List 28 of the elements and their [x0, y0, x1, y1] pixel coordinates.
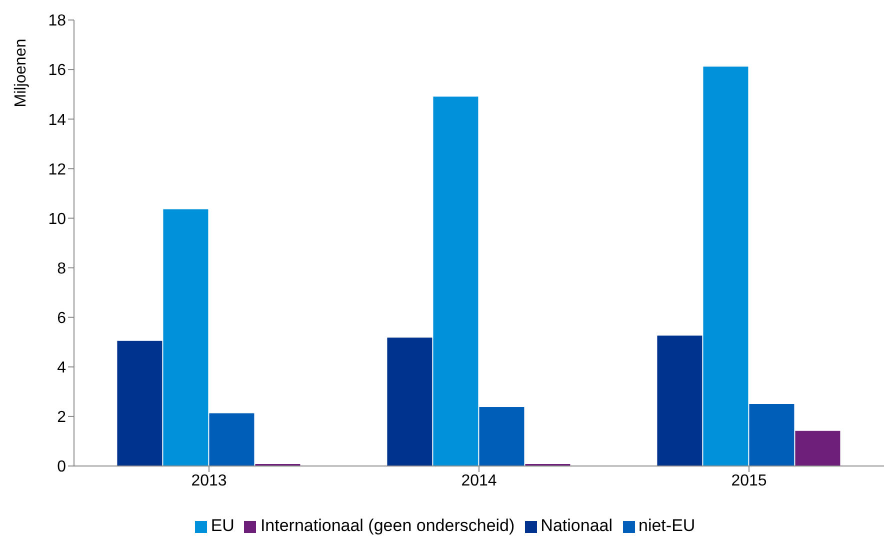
- y-tick-label: 6: [57, 310, 66, 328]
- y-tick-label: 2: [57, 409, 66, 426]
- y-tick-label: 8: [57, 260, 66, 278]
- y-axis-title: Miljoenen: [12, 38, 30, 108]
- y-tick-label: 0: [57, 458, 66, 476]
- y-tick-label: 12: [48, 161, 66, 178]
- bar: [795, 430, 840, 466]
- legend-label: Nationaal: [540, 516, 612, 535]
- x-tick-label: 2015: [731, 472, 767, 490]
- bar: [749, 404, 794, 466]
- bar: [433, 96, 478, 466]
- legend-label: EU: [210, 516, 234, 535]
- legend-label: niet-EU: [638, 516, 696, 535]
- bar: [117, 340, 162, 466]
- x-tick-label: 2014: [461, 472, 497, 490]
- bar: [479, 407, 524, 466]
- bar: [163, 209, 208, 466]
- bar: [387, 338, 432, 466]
- x-tick-label: 2013: [191, 472, 227, 490]
- y-tick-label: 4: [57, 360, 66, 377]
- legend-label: Internationaal (geen onderscheid): [260, 516, 515, 535]
- bar: [209, 413, 254, 466]
- y-tick-label: 10: [48, 210, 66, 228]
- y-tick-label: 14: [48, 112, 66, 129]
- y-tick-label: 16: [48, 62, 66, 80]
- bar: [657, 336, 702, 466]
- y-tick-label: 18: [48, 12, 66, 30]
- bar: [703, 66, 748, 466]
